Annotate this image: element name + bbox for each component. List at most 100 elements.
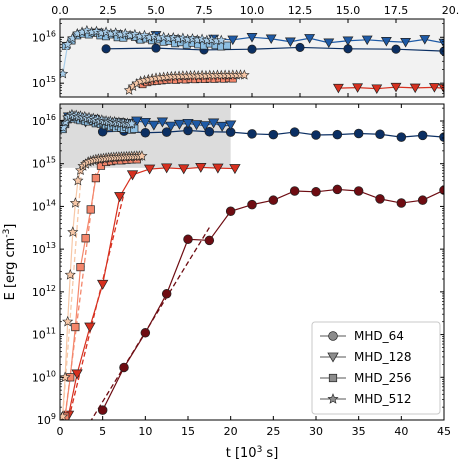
series-mhd-256-growth-point [81, 234, 90, 243]
series-mhd-128-kinematic--point [409, 83, 421, 94]
y-tick-label: 109 [37, 412, 56, 427]
x-tick-label: 15.0 [336, 4, 361, 17]
series-mhd-128-point [400, 38, 412, 48]
series-mhd-512-growth-point [136, 150, 148, 161]
legend-label: MHD_64 [354, 329, 404, 343]
x-tick-label: 15 [181, 425, 195, 438]
series-mhd-128-point [380, 37, 392, 47]
x-tick-label: 45 [437, 425, 451, 438]
series-mhd-64-point [151, 43, 161, 53]
series-mhd-128-point [419, 35, 431, 45]
series-mhd-128-point [265, 34, 277, 45]
y-tick-label: 1011 [32, 327, 56, 342]
series-mhd-64-growth-point [247, 199, 257, 210]
series-mhd-128-kinematic--point [390, 82, 402, 93]
series-mhd-64-point [391, 44, 401, 54]
series-mhd-64-saturated-point [439, 132, 444, 142]
series-mhd-128-point [342, 36, 354, 47]
series-mhd-64-saturated-point [375, 129, 385, 139]
series-mhd-128-point [361, 35, 373, 46]
y-tick-label: 1014 [32, 198, 56, 213]
series-mhd-64-point [295, 42, 305, 53]
series-mhd-128-saturated-point [225, 120, 237, 131]
series-mhd-512-growth-point [64, 269, 76, 280]
series-mhd-64-line [106, 46, 444, 52]
series-mhd-64-saturated-point [204, 127, 215, 137]
series-mhd-256-point [223, 41, 231, 50]
series-mhd-64-saturated-point [289, 127, 300, 137]
series-mhd-64-saturated-point [396, 132, 407, 142]
series-mhd-64-growth-point [289, 186, 300, 196]
series-mhd-128-saturated-point [173, 119, 186, 130]
x-tick-label: 12.5 [288, 4, 313, 17]
x-tick-label: 17.5 [384, 4, 409, 17]
series-mhd-128-growth-point [114, 192, 126, 203]
series-mhd-128-kinematic--point [332, 83, 344, 94]
y-tick-label: 1012 [32, 284, 56, 299]
series-mhd-64-growth-point [97, 405, 108, 415]
series-mhd-128-growth-point [229, 164, 241, 175]
legend-marker [328, 373, 338, 383]
y-tick-label: 1010 [32, 369, 56, 384]
series-mhd-128-growth-point [143, 164, 156, 175]
series-mhd-128-point [246, 33, 258, 43]
x-tick-label: 35 [352, 425, 366, 438]
series-mhd-256-growth-point [86, 205, 95, 214]
y-tick-label: 1016 [32, 113, 56, 128]
series-mhd-64-growth-point [204, 235, 215, 246]
x-tick-label: 20.0 [442, 4, 460, 17]
x-tick-label: 20 [224, 425, 238, 438]
series-mhd-64-growth-point [268, 195, 279, 205]
series-mhd-64-growth-point [183, 234, 193, 245]
legend-marker [327, 352, 339, 363]
series-mhd-64-growth-point [140, 328, 151, 338]
x-tick-label: 5 [99, 425, 106, 438]
series-mhd-512-saturated-point [60, 121, 69, 133]
series-mhd-64-growth-point [332, 184, 343, 195]
series-mhd-64-growth-point [119, 362, 129, 373]
x-tick-label: 2.5 [99, 4, 117, 17]
series-mhd-64-saturated-point [417, 130, 428, 141]
series-mhd-256-growth-point [76, 263, 85, 272]
series-mhd-64-saturated-point [161, 127, 172, 137]
series-mhd-128-point [227, 35, 239, 46]
series-mhd-64-saturated-point [353, 128, 364, 139]
series-mhd-64-growth-point [439, 185, 444, 195]
series-mhd-512-point [215, 34, 227, 45]
series-mhd-64-growth-point [417, 195, 428, 205]
series-mhd-512-growth-point [69, 197, 81, 208]
series-mhd-512-growth-point [60, 371, 71, 383]
series-mhd-128-kinematic--point [371, 84, 383, 94]
series-mhd-128-kinematic--point [438, 84, 444, 94]
series-mhd-64-saturated-point [268, 129, 279, 140]
series-mhd-128-saturated-point [165, 121, 177, 132]
series-mhd-512-growth-point [60, 410, 69, 420]
series-mhd-512-growth-point [72, 174, 84, 186]
series-mhd-256-growth-point [91, 174, 100, 183]
legend-box [311, 321, 441, 415]
series-mhd-128-growth-point [97, 279, 109, 290]
series-mhd-256-growth-point [71, 322, 80, 332]
series-mhd-128-saturated-point [190, 120, 203, 131]
x-tick-label: 25 [266, 425, 280, 438]
series-mhd-512-saturated-point [126, 117, 138, 129]
series-mhd-128-growth-line [67, 166, 235, 416]
x-tick-label: 10.0 [240, 4, 265, 17]
top-plot-area [60, 24, 444, 95]
x-axis-label: t [103 s] [226, 445, 279, 461]
legend-label: MHD_512 [354, 392, 412, 406]
series-mhd-128-point [304, 34, 316, 44]
series-mhd-512-point [62, 38, 74, 49]
series-mhd-64-saturated-point [332, 129, 343, 140]
series-mhd-512-point [60, 68, 69, 79]
series-mhd-128-saturated-point [139, 117, 151, 128]
series-mhd-128-saturated-point [199, 121, 211, 132]
top-panel: 0.0 2.5 5.0 7.5 10.0 12.5 15.0 17.5 20.0 1015 1016 [32, 4, 460, 98]
bottom-panel: 0 5 10 15 20 25 30 35 40 451091010101110121013101… [32, 103, 451, 438]
series-mhd-128-kinematic--point [428, 83, 440, 93]
y-tick-label: 1016 [32, 29, 56, 44]
series-mhd-128-saturated-point [182, 118, 194, 129]
legend-marker [328, 331, 338, 341]
series-mhd-64-point [247, 44, 257, 54]
